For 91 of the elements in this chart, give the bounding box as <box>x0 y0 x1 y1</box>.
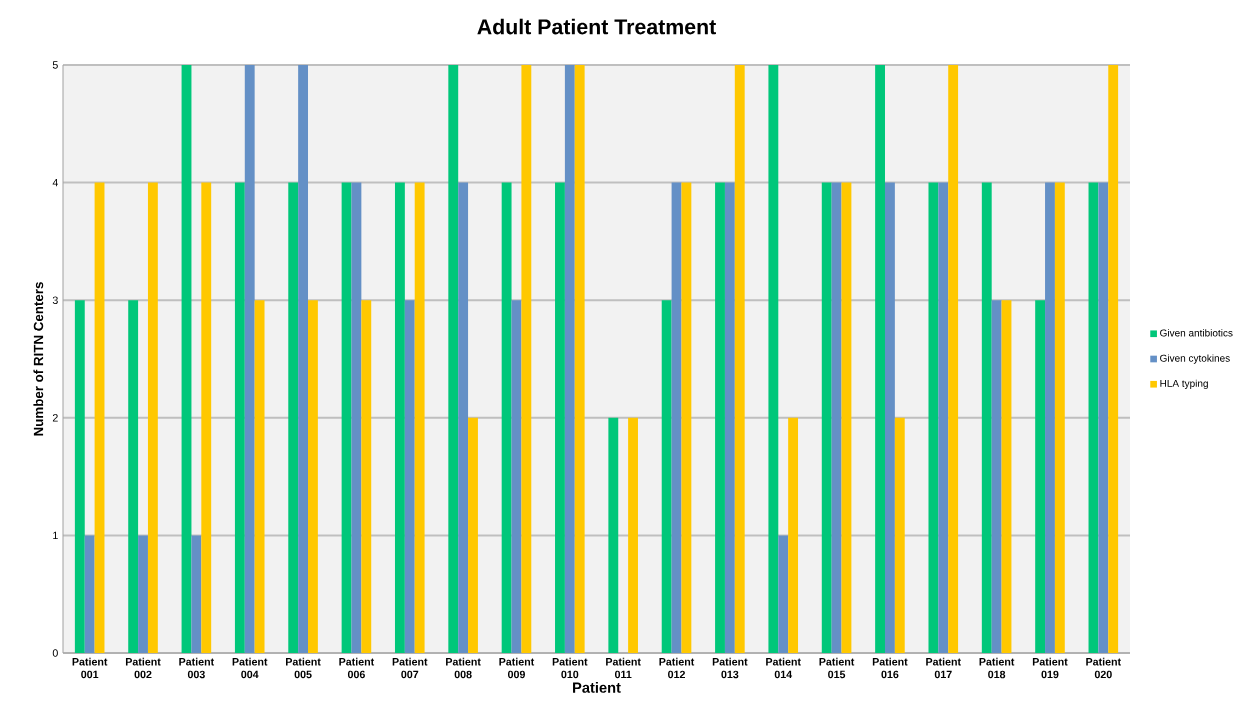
bar <box>981 182 992 653</box>
y-tick-label: 1 <box>53 531 58 540</box>
x-tick-label: Patient 017 <box>926 657 961 679</box>
bar <box>351 182 362 653</box>
bar <box>555 182 565 653</box>
bar <box>361 300 372 653</box>
bar <box>875 65 885 653</box>
bar <box>308 300 318 653</box>
bar <box>394 182 405 653</box>
x-tick-label: Patient 003 <box>179 657 215 679</box>
bar <box>724 182 735 653</box>
bar <box>948 65 959 653</box>
x-tick-label: Patient 018 <box>979 657 1015 679</box>
bar <box>661 300 672 653</box>
y-tick-label: 2 <box>52 414 58 422</box>
x-tick-label: Patient 012 <box>659 657 695 679</box>
bar <box>928 182 939 653</box>
bar <box>468 417 478 653</box>
x-tick-label: Patient 016 <box>872 657 908 679</box>
bar <box>1098 182 1109 653</box>
x-tick-label: Patient 004 <box>232 657 268 679</box>
bar <box>681 182 692 653</box>
bar <box>94 182 105 653</box>
bar <box>201 182 212 653</box>
bar <box>768 65 779 653</box>
bar <box>1054 182 1065 653</box>
bar <box>715 182 725 653</box>
x-tick-label: Patient 002 <box>125 657 161 679</box>
bar <box>458 182 469 653</box>
bar <box>1035 300 1046 653</box>
bar <box>821 182 832 653</box>
bar <box>511 300 522 653</box>
x-tick-label: Patient 009 <box>499 657 535 679</box>
bar <box>608 417 619 653</box>
bar <box>564 65 575 653</box>
x-tick-label: Patient 014 <box>766 657 801 679</box>
bar <box>734 65 745 653</box>
legend-label: Given antibiotics <box>1160 329 1233 337</box>
bar <box>138 535 148 653</box>
bar <box>84 535 95 653</box>
bar <box>574 65 585 653</box>
x-tick-label: Patient 015 <box>819 657 855 679</box>
x-tick-label: Patient 008 <box>446 657 481 679</box>
x-tick-label: Patient 010 <box>552 657 588 679</box>
legend-label: HLA typing <box>1160 379 1208 389</box>
x-axis-title: Patient <box>573 682 621 693</box>
bar <box>298 65 309 653</box>
bar <box>191 535 202 653</box>
x-tick-label: Patient 007 <box>392 657 428 679</box>
y-tick-label: 3 <box>52 296 58 304</box>
x-tick-label: Patient 019 <box>1032 657 1068 679</box>
bar <box>894 417 905 653</box>
y-axis-title: Number of RITN Centers <box>33 282 44 436</box>
bar <box>778 535 789 653</box>
bar <box>288 182 299 653</box>
x-tick-label: Patient 001 <box>72 657 108 679</box>
x-tick-label: Patient 013 <box>712 657 748 679</box>
x-tick-label: Patient 020 <box>1086 657 1121 679</box>
bar <box>938 182 949 653</box>
bar <box>147 182 158 653</box>
bar <box>341 182 352 653</box>
y-tick-label: 4 <box>52 178 58 187</box>
y-tick-label: 0 <box>52 649 58 657</box>
bar <box>244 65 255 653</box>
bar <box>181 65 192 653</box>
bar <box>404 300 415 653</box>
bar <box>1001 300 1012 653</box>
bar <box>885 182 895 653</box>
bar <box>128 300 139 653</box>
bar <box>254 300 265 653</box>
bar <box>628 417 638 653</box>
chart-title: Adult Patient Treatment <box>477 18 716 35</box>
bar <box>414 182 425 653</box>
bar <box>74 300 85 653</box>
bar <box>1088 182 1099 653</box>
x-tick-label: Patient 011 <box>606 657 641 679</box>
bar <box>671 182 682 653</box>
bar <box>234 182 245 653</box>
x-tick-label: Patient 006 <box>339 657 375 679</box>
legend-label: Given cytokines <box>1160 354 1230 364</box>
bar <box>788 417 799 653</box>
bar <box>1108 65 1119 653</box>
bar <box>448 65 459 653</box>
bar <box>1045 182 1055 653</box>
bar <box>841 182 852 653</box>
bar <box>991 300 1002 653</box>
x-tick-label: Patient 005 <box>286 657 321 679</box>
y-tick-label: 5 <box>52 61 58 69</box>
bar <box>501 182 512 653</box>
bar <box>521 65 532 653</box>
bar <box>831 182 842 653</box>
